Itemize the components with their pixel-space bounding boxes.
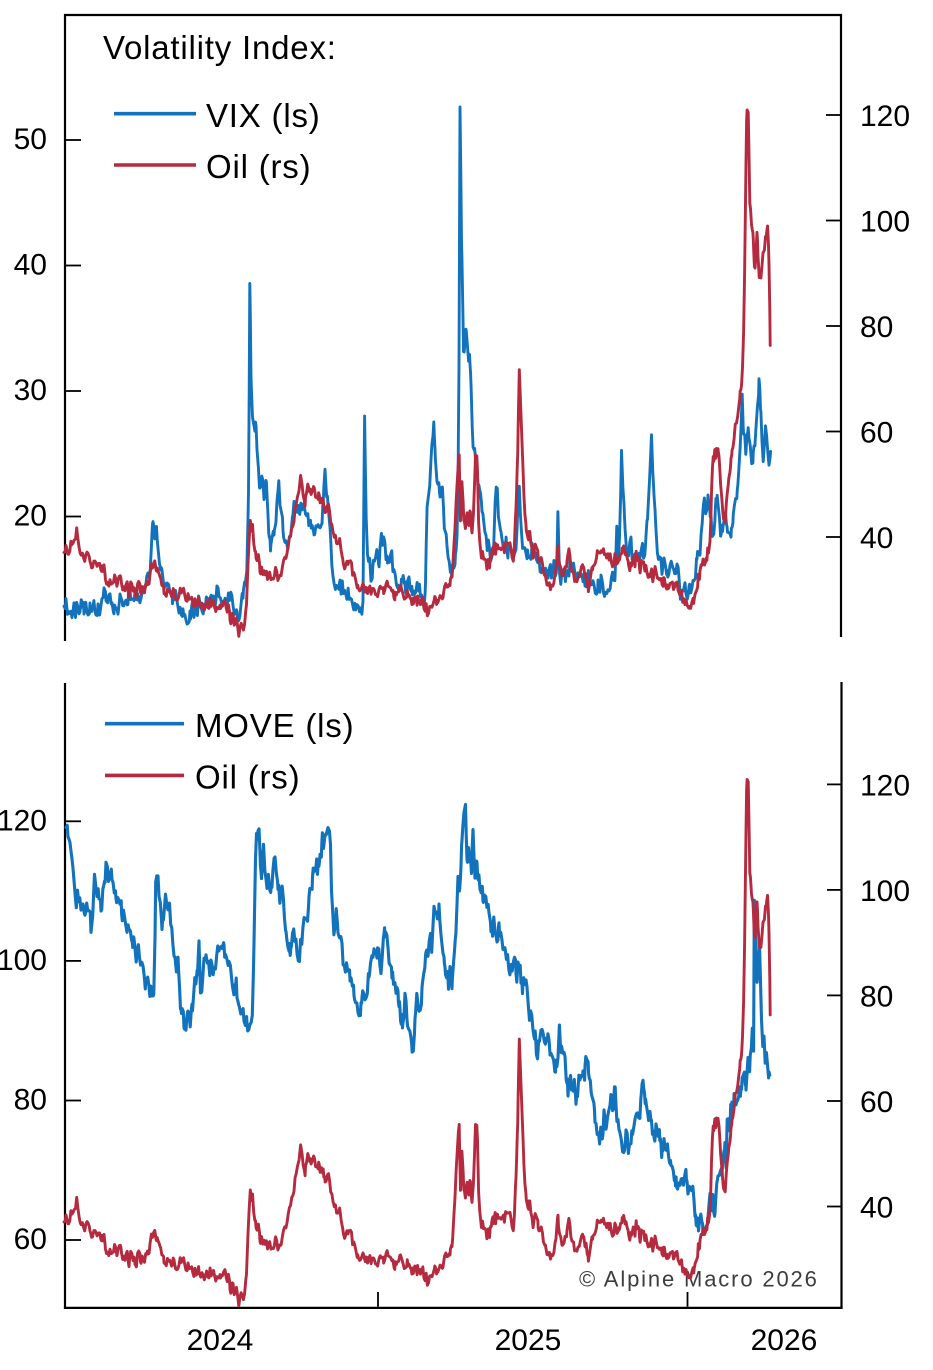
svg-text:40: 40 [860,1192,893,1225]
svg-text:Oil (rs): Oil (rs) [195,759,300,796]
svg-text:120: 120 [860,100,910,133]
svg-text:30: 30 [14,374,47,407]
svg-text:50: 50 [14,123,47,156]
svg-text:120: 120 [860,769,910,802]
svg-text:VIX (ls): VIX (ls) [206,97,321,134]
svg-text:Volatility Index:: Volatility Index: [103,29,337,66]
svg-text:2026: 2026 [751,1324,818,1357]
svg-text:80: 80 [14,1084,47,1117]
svg-text:60: 60 [14,1223,47,1256]
svg-text:80: 80 [860,980,893,1013]
svg-text:60: 60 [860,1086,893,1119]
svg-text:20: 20 [14,500,47,533]
svg-text:60: 60 [860,417,893,450]
svg-text:MOVE (ls): MOVE (ls) [195,707,354,744]
svg-text:Oil (rs): Oil (rs) [206,148,311,185]
svg-text:2024: 2024 [187,1324,254,1357]
svg-text:100: 100 [0,944,47,977]
svg-text:40: 40 [14,249,47,282]
svg-text:100: 100 [860,875,910,908]
svg-text:40: 40 [860,522,893,555]
svg-text:120: 120 [0,804,47,837]
svg-text:2025: 2025 [495,1324,562,1357]
svg-text:80: 80 [860,311,893,344]
svg-text:100: 100 [860,206,910,239]
svg-text:© Alpine Macro 2026: © Alpine Macro 2026 [579,1267,819,1292]
